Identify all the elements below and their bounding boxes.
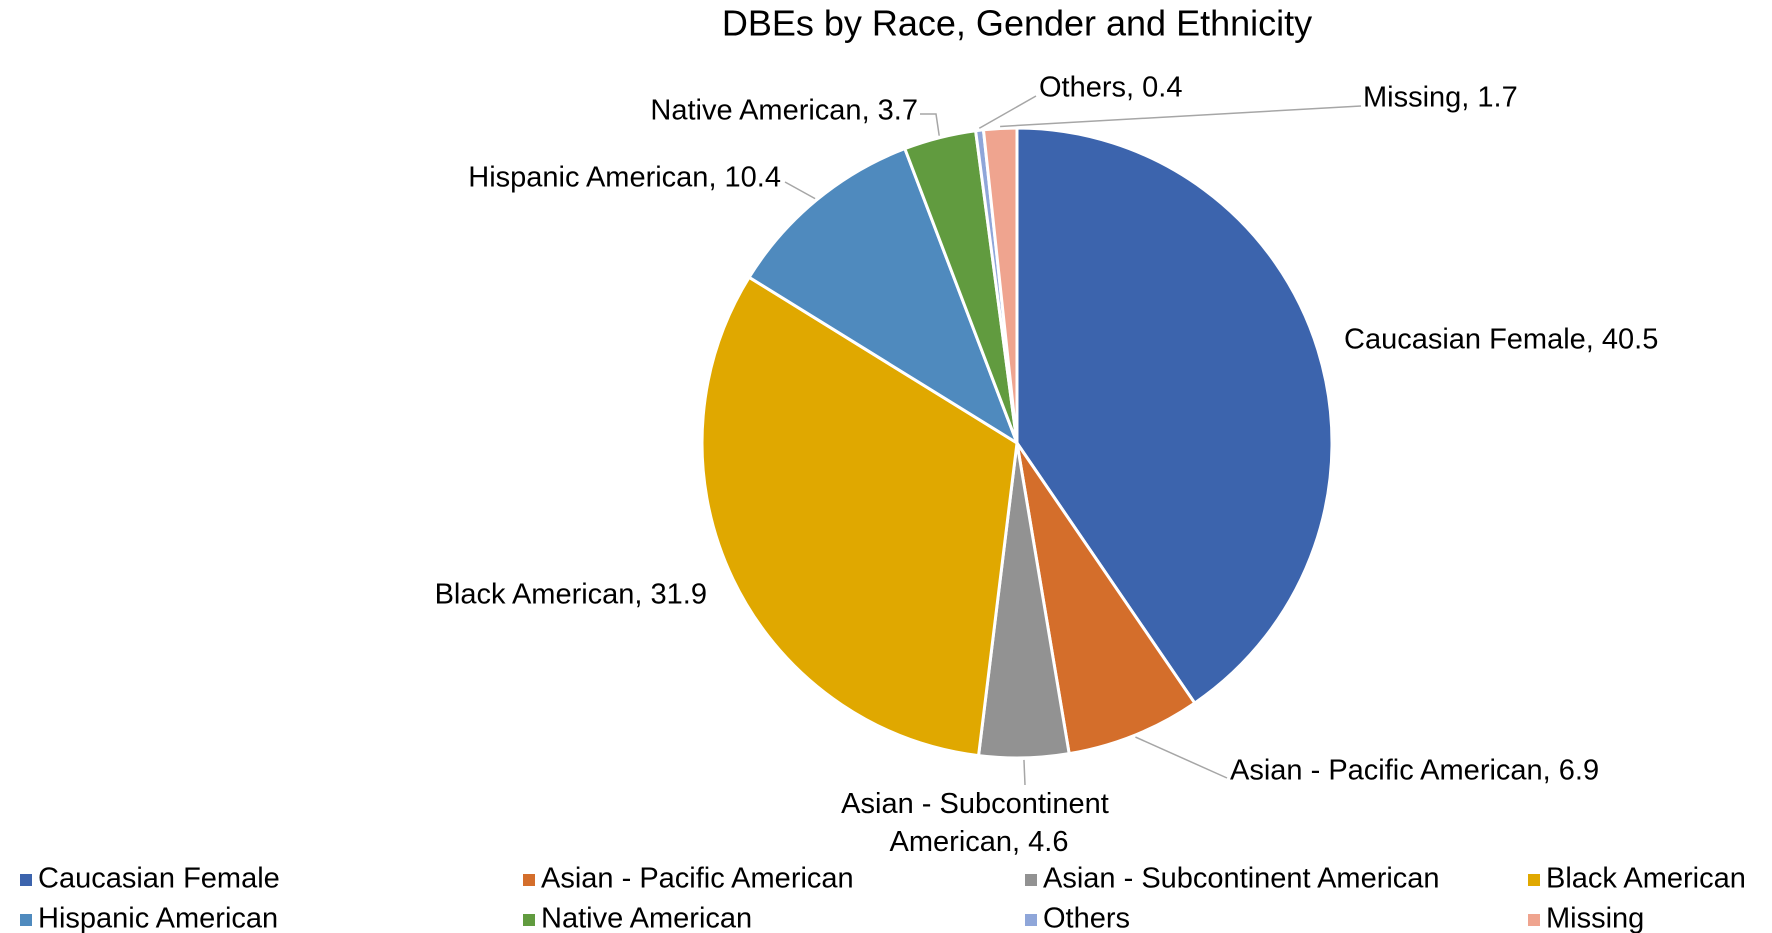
legend-item: Caucasian Female xyxy=(20,863,280,895)
legend-label: Others xyxy=(1043,903,1130,933)
legend-swatch xyxy=(20,914,32,926)
legend-swatch xyxy=(1025,874,1037,886)
legend-swatch xyxy=(1025,914,1037,926)
legend-swatch xyxy=(1528,874,1540,886)
pie-slice xyxy=(747,146,1020,447)
pie-slice xyxy=(981,126,1019,444)
legend-label: Asian - Pacific American xyxy=(541,863,854,895)
legend-label: Asian - Subcontinent American xyxy=(1043,863,1440,895)
pie-slice xyxy=(1015,442,1197,756)
pie-slice xyxy=(700,275,1019,758)
legend-item: Black American xyxy=(1528,863,1746,895)
leader-line xyxy=(920,113,940,136)
pie-slice xyxy=(1015,126,1334,706)
data-label: Native American, 3.7 xyxy=(650,95,918,127)
leader-line xyxy=(1000,105,1362,128)
legend-label: Black American xyxy=(1546,863,1746,895)
legend-swatch xyxy=(20,874,32,886)
legend-item: Asian - Subcontinent American xyxy=(1025,863,1440,895)
data-label: Caucasian Female, 40.5 xyxy=(1344,324,1658,356)
legend-label: Hispanic American xyxy=(38,903,278,933)
chart-title: DBEs by Race, Gender and Ethnicity xyxy=(722,3,1312,44)
legend-item: Others xyxy=(1025,903,1130,933)
data-label: Asian - Subcontinent American, 4.6 xyxy=(841,788,1117,858)
legend-swatch xyxy=(1528,914,1540,926)
leader-line xyxy=(978,95,1037,129)
legend-item: Missing xyxy=(1528,903,1644,933)
legend-label: Caucasian Female xyxy=(38,863,280,895)
leader-line xyxy=(1135,736,1228,779)
data-label: Black American, 31.9 xyxy=(435,579,707,611)
data-label: Others, 0.4 xyxy=(1039,72,1182,104)
leader-line xyxy=(784,181,816,200)
data-label: Hispanic American, 10.4 xyxy=(468,162,781,194)
legend-label: Missing xyxy=(1546,903,1644,933)
data-label: Asian - Pacific American, 6.9 xyxy=(1230,755,1599,787)
legend-item: Hispanic American xyxy=(20,903,278,933)
legend-item: Asian - Pacific American xyxy=(523,863,854,895)
legend-swatch xyxy=(523,874,535,886)
legend-label: Native American xyxy=(541,903,752,933)
data-label: Missing, 1.7 xyxy=(1363,82,1518,114)
legend-item: Native American xyxy=(523,903,752,933)
legend-swatch xyxy=(523,914,535,926)
leader-line xyxy=(1023,759,1026,786)
